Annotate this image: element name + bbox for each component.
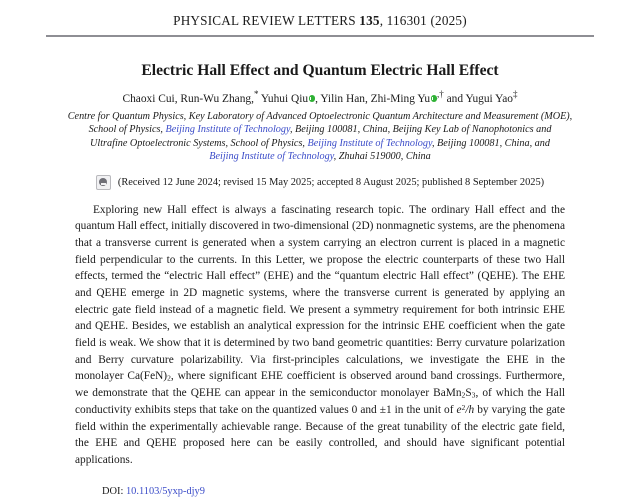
institution-link[interactable]: Beijing Institute of Technology [209, 151, 334, 163]
institution-link[interactable]: Beijing Institute of Technology [307, 137, 432, 149]
affiliation-line-1: Centre for Quantum Physics, Key Laborato… [67, 110, 573, 122]
institution-link[interactable]: Beijing Institute of Technology [165, 124, 290, 136]
page-title: Electric Hall Effect and Quantum Electri… [141, 62, 499, 79]
publication-dates: (Received 12 June 2024; revised 15 May 2… [117, 176, 545, 188]
journal-name: PHYSICAL REVIEW LETTERS [173, 13, 360, 28]
journal-volume: 135 [359, 13, 380, 28]
math-symbol-e: e [456, 404, 462, 417]
author-group-4: and Yugui Yao [443, 92, 513, 105]
author-group-2: Yuhui Qiu [258, 92, 309, 105]
doi-link[interactable]: 10.1103/5yxp-djy9 [125, 485, 205, 497]
affiliation-text: Ultrafine Optoelectronic Systems, School… [90, 137, 308, 149]
affiliation-block: Centre for Quantum Physics, Key Laborato… [20, 110, 620, 164]
abstract-text: S [465, 387, 472, 400]
doi-label: DOI: [102, 485, 126, 497]
author-list: Chaoxi Cui, Run-Wu Zhang,* Yuhui Qiu , Yi… [30, 88, 610, 106]
publication-dates-row: (Received 12 June 2024; revised 15 May 2… [40, 174, 600, 190]
affiliation-line-2: School of Physics, Beijing Institute of … [20, 123, 620, 136]
abstract: Exploring new Hall effect is always a fa… [75, 202, 565, 469]
affiliation-text: , Zhuhai 519000, China [333, 151, 431, 163]
affiliation-text: , Beijing 100081, China, and [431, 137, 550, 149]
footnote-marker-corresponding[interactable]: * [253, 88, 259, 99]
affiliation-line-3: Ultrafine Optoelectronic Systems, School… [20, 137, 620, 150]
affiliation-text: School of Physics, [88, 124, 166, 136]
journal-article-info: , 116301 (2025) [379, 13, 467, 28]
footnote-marker-double-dagger[interactable]: ‡ [512, 88, 518, 99]
doi-row: DOI: 10.1103/5yxp-djy9 [0, 486, 640, 497]
author-group-1: Chaoxi Cui, Run-Wu Zhang, [122, 92, 254, 105]
crossmark-badge-icon[interactable] [95, 174, 111, 190]
abstract-text: , of which the Hall conductivity exhibit… [75, 387, 565, 417]
orcid-icon[interactable] [430, 95, 438, 102]
author-group-3: , Yilin Han, Zhi-Ming Yu [315, 92, 431, 105]
math-exponent: 2 [461, 402, 466, 412]
affiliation-text: , Beijing 100081, China, Beijing Key Lab… [289, 124, 552, 136]
formula-subscript: 3 [471, 390, 476, 400]
abstract-text: Exploring new Hall effect is always a fa… [75, 203, 565, 383]
header-divider [46, 35, 594, 37]
journal-running-head: PHYSICAL REVIEW LETTERS 135, 116301 (202… [0, 0, 640, 29]
footnote-marker-dagger[interactable]: ,† [437, 88, 444, 99]
abstract-text: , where significant EHE coefficient is o… [75, 370, 565, 400]
math-symbol-h: /h [465, 404, 475, 417]
formula-subscript: 2 [167, 374, 171, 384]
affiliation-line-4: Beijing Institute of Technology, Zhuhai … [20, 150, 620, 163]
formula-subscript: 2 [461, 390, 466, 400]
orcid-icon[interactable] [308, 95, 316, 102]
